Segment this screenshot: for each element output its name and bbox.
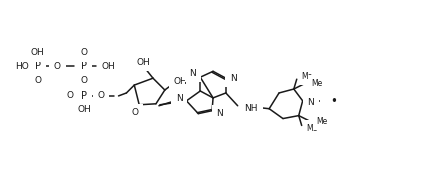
Text: Me: Me (312, 79, 323, 88)
Text: O: O (81, 48, 88, 57)
Text: N: N (190, 69, 196, 78)
Text: •: • (330, 95, 337, 108)
Text: O: O (54, 62, 61, 71)
Text: OH: OH (136, 58, 150, 67)
Text: OH: OH (102, 62, 115, 71)
Text: O: O (132, 108, 139, 117)
Text: Me: Me (306, 124, 318, 133)
Text: P: P (35, 61, 41, 71)
Text: N: N (230, 74, 237, 83)
Text: OH: OH (77, 105, 91, 114)
Text: NH: NH (245, 104, 258, 113)
Text: O: O (81, 76, 88, 85)
Text: OH: OH (31, 48, 45, 57)
Text: OH: OH (174, 77, 187, 86)
Text: O: O (67, 91, 74, 100)
Text: O: O (34, 76, 41, 85)
Text: P: P (81, 91, 87, 101)
Text: N: N (176, 94, 183, 103)
Text: HO: HO (15, 62, 29, 71)
Text: O: O (324, 96, 331, 105)
Text: N: N (308, 98, 314, 107)
Text: Me: Me (302, 72, 313, 81)
Text: N: N (216, 109, 223, 118)
Text: Me: Me (316, 117, 328, 126)
Text: P: P (81, 61, 87, 71)
Text: O: O (97, 91, 104, 100)
